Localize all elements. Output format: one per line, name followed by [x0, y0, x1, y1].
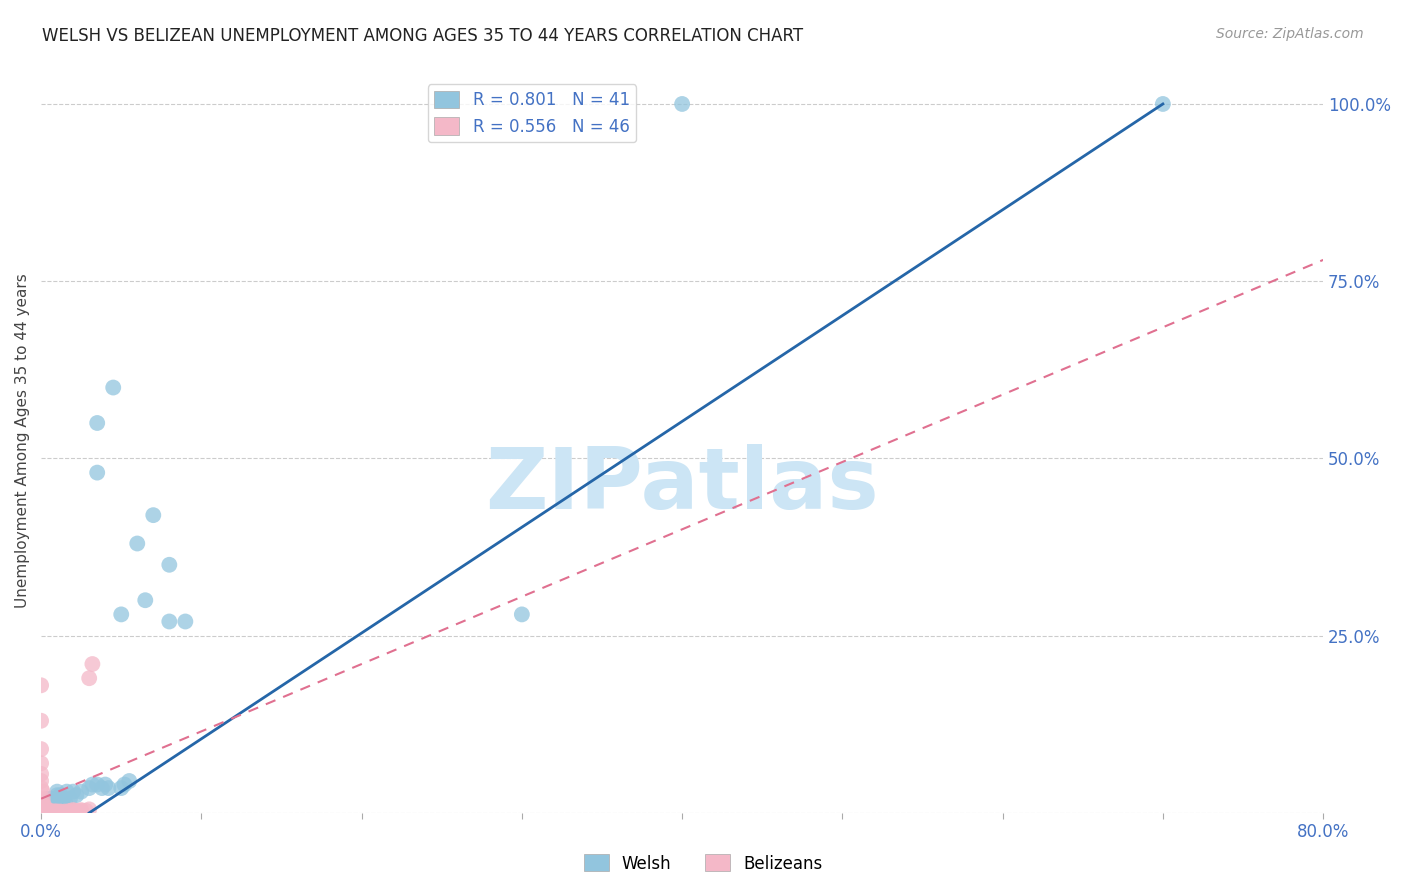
Point [70, 784, 93, 798]
Point [75, 804, 97, 818]
Point [59, 805, 82, 819]
Point [65, 804, 87, 818]
Point [53, 805, 76, 819]
Point [510, 607, 533, 622]
Point [70, 803, 93, 817]
Point [49, 791, 72, 805]
Point [70, 804, 93, 818]
Point [44, 805, 66, 819]
Point [30, 678, 52, 692]
Point [46, 805, 69, 819]
Point [42, 791, 65, 805]
Point [34, 800, 56, 814]
Point [30, 742, 52, 756]
Point [46, 805, 69, 820]
Point [39, 791, 62, 805]
Point [77, 671, 100, 685]
Point [42, 805, 65, 820]
Point [53, 795, 76, 809]
Point [41, 798, 63, 813]
Point [31, 784, 53, 798]
Point [103, 380, 125, 394]
Point [31, 795, 53, 809]
Point [59, 804, 82, 818]
Point [49, 805, 72, 820]
Point [30, 756, 52, 771]
Point [46, 788, 69, 802]
Point [127, 536, 149, 550]
Legend: R = 0.801   N = 41, R = 0.556   N = 46: R = 0.801 N = 41, R = 0.556 N = 46 [427, 85, 637, 143]
Point [86, 778, 108, 792]
Point [38, 798, 60, 813]
Point [53, 805, 76, 820]
Text: ZIPatlas: ZIPatlas [485, 444, 879, 527]
Point [671, 97, 693, 112]
Point [39, 805, 62, 820]
Point [37, 803, 59, 817]
Point [30, 781, 52, 796]
Point [77, 781, 100, 796]
Point [35, 803, 58, 817]
Point [30, 767, 52, 781]
Point [86, 466, 108, 480]
Text: WELSH VS BELIZEAN UNEMPLOYMENT AMONG AGES 35 TO 44 YEARS CORRELATION CHART: WELSH VS BELIZEAN UNEMPLOYMENT AMONG AGE… [42, 27, 803, 45]
Y-axis label: Unemployment Among Ages 35 to 44 years: Unemployment Among Ages 35 to 44 years [15, 273, 30, 608]
Point [49, 805, 72, 819]
Point [1152, 97, 1174, 112]
Point [134, 593, 156, 607]
Point [65, 788, 87, 802]
Point [142, 508, 165, 523]
Point [62, 803, 84, 817]
Point [42, 805, 65, 819]
Point [82, 657, 104, 671]
Point [82, 778, 104, 792]
Point [30, 714, 52, 728]
Point [97, 781, 120, 796]
Point [59, 791, 82, 805]
Point [110, 781, 132, 796]
Point [157, 615, 180, 629]
Point [77, 802, 100, 816]
Legend: Welsh, Belizeans: Welsh, Belizeans [576, 847, 830, 880]
Point [86, 416, 108, 430]
Point [51, 795, 73, 809]
Point [41, 805, 63, 819]
Point [94, 778, 117, 792]
Point [38, 804, 60, 818]
Point [55, 805, 77, 820]
Point [91, 781, 114, 796]
Point [46, 784, 69, 798]
Point [46, 805, 69, 820]
Point [174, 615, 197, 629]
Point [37, 791, 59, 805]
Point [31, 791, 53, 805]
Point [49, 788, 72, 802]
Point [38, 805, 60, 819]
Point [39, 805, 62, 819]
Point [157, 558, 180, 572]
Point [37, 804, 59, 818]
Point [62, 784, 84, 798]
Point [34, 802, 56, 816]
Point [35, 798, 58, 813]
Point [110, 607, 132, 622]
Point [35, 802, 58, 816]
Point [30, 774, 52, 789]
Point [118, 774, 141, 789]
Text: Source: ZipAtlas.com: Source: ZipAtlas.com [1216, 27, 1364, 41]
Point [37, 805, 59, 820]
Point [38, 795, 60, 809]
Point [62, 805, 84, 819]
Point [52, 791, 75, 805]
Point [55, 784, 77, 798]
Point [51, 805, 73, 820]
Point [114, 778, 136, 792]
Point [34, 798, 56, 813]
